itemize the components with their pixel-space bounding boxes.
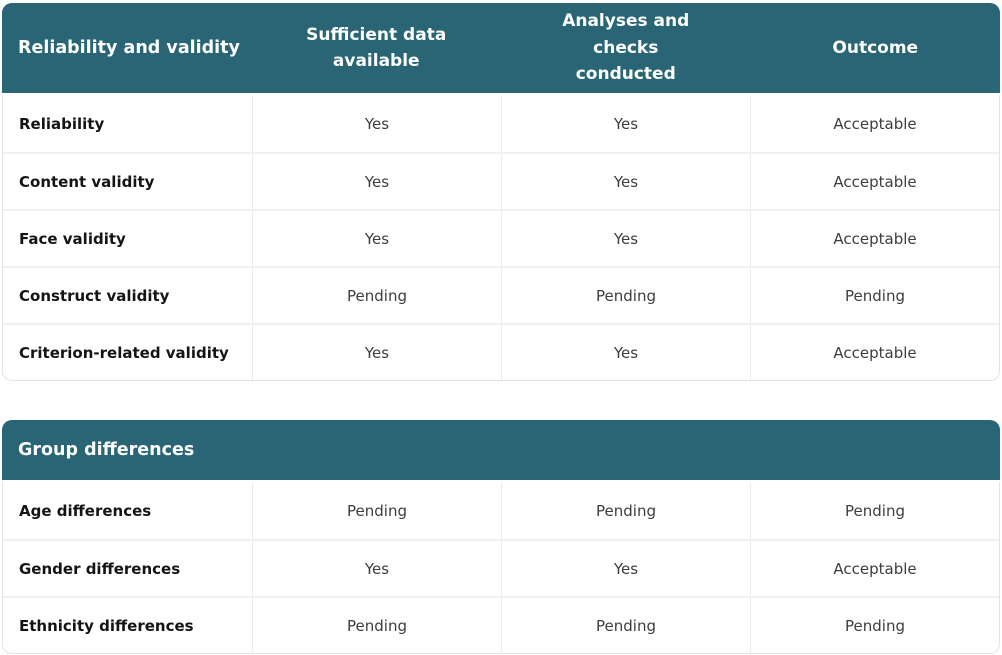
table-row: Age differences Pending Pending Pending — [3, 482, 999, 539]
table-header: Reliability and validity Sufficient data… — [2, 3, 1000, 93]
cell-value: Acceptable — [750, 325, 999, 380]
table-row: Content validity Yes Yes Acceptable — [3, 152, 999, 209]
cell-value: Yes — [501, 154, 750, 209]
cell-value: Yes — [252, 211, 501, 266]
row-label: Reliability — [19, 114, 105, 133]
cell-value: Yes — [252, 325, 501, 380]
table-body: Reliability Yes Yes Acceptable Content valid… — [2, 95, 1000, 381]
row-label: Content validity — [19, 172, 155, 191]
cell-value: Yes — [501, 95, 750, 152]
cell-value: Pending — [750, 268, 999, 323]
cell-value: Yes — [501, 325, 750, 380]
column-header-sufficient-data: Sufficient data available — [306, 24, 447, 71]
table-row: Construct validity Pending Pending Pending — [3, 266, 999, 323]
cell-value: Acceptable — [750, 211, 999, 266]
row-label: Face validity — [19, 229, 126, 248]
table-row: Gender differences Yes Yes Acceptable — [3, 539, 999, 596]
cell-value: Yes — [252, 541, 501, 596]
row-label: Ethnicity differences — [19, 616, 194, 635]
table-body: Age differences Pending Pending Pending Gend… — [2, 482, 1000, 654]
cell-value: Pending — [252, 482, 501, 539]
table-row: Ethnicity differences Pending Pending Pendi… — [3, 596, 999, 653]
cell-value: Pending — [750, 598, 999, 653]
row-label: Construct validity — [19, 286, 170, 305]
cell-value: Pending — [501, 482, 750, 539]
column-header-outcome: Outcome — [832, 37, 919, 58]
table-header: Group differences — [2, 420, 1000, 480]
table-row: Reliability Yes Yes Acceptable — [3, 95, 999, 152]
table-group-differences: Group differences Age differences Pending… — [2, 420, 1000, 654]
cell-value: Yes — [252, 95, 501, 152]
column-header-analyses-checks: Analyses and checks conducted — [562, 11, 690, 85]
cell-value: Yes — [501, 541, 750, 596]
cell-value: Pending — [501, 268, 750, 323]
row-label: Age differences — [19, 501, 152, 520]
cell-value: Acceptable — [750, 154, 999, 209]
cell-value: Pending — [501, 598, 750, 653]
table-row: Face validity Yes Yes Acceptable — [3, 209, 999, 266]
cell-value: Pending — [252, 268, 501, 323]
cell-value: Yes — [252, 154, 501, 209]
table-title: Group differences — [18, 439, 195, 460]
cell-value: Acceptable — [750, 95, 999, 152]
cell-value: Yes — [501, 211, 750, 266]
table-row: Criterion-related validity Yes Yes Acceptab… — [3, 323, 999, 380]
cell-value: Pending — [252, 598, 501, 653]
table-reliability-and-validity: Reliability and validity Sufficient data… — [2, 3, 1000, 381]
row-label: Gender differences — [19, 559, 181, 578]
cell-value: Acceptable — [750, 541, 999, 596]
row-label: Criterion-related validity — [19, 343, 229, 362]
cell-value: Pending — [750, 482, 999, 539]
table-title: Reliability and validity — [18, 37, 240, 58]
